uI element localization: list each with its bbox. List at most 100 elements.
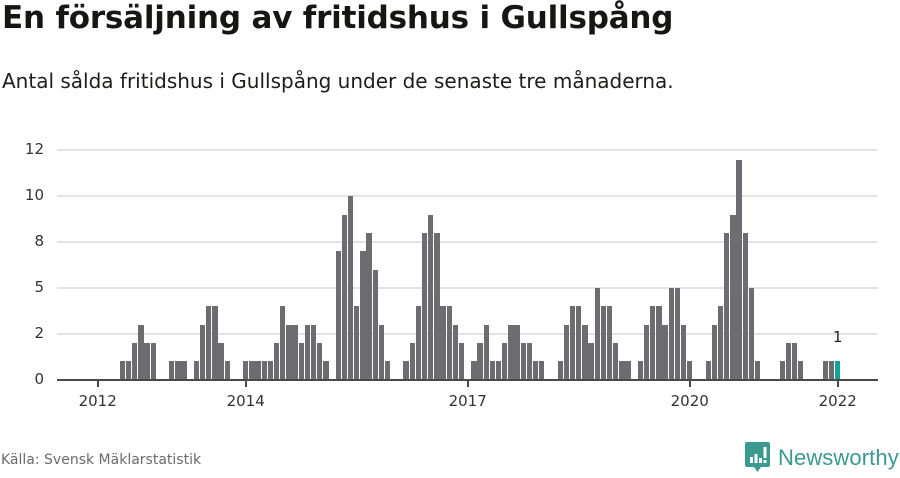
bar-2020-06[interactable] [717, 306, 724, 380]
bar-2016-03[interactable] [403, 361, 409, 380]
bar-2015-09[interactable] [366, 232, 372, 380]
bar-2012-05[interactable] [119, 361, 126, 380]
bar-2017-05[interactable] [489, 361, 496, 380]
bar-2013-03[interactable] [181, 361, 187, 380]
bar-2012-07[interactable] [132, 342, 138, 380]
bar-2019-09[interactable] [662, 324, 668, 380]
bar-2015-12[interactable] [384, 361, 391, 380]
bar-2016-12[interactable] [458, 342, 465, 380]
bar-2014-12[interactable] [310, 324, 317, 380]
bar-2020-09[interactable] [736, 159, 742, 380]
bar-2013-08[interactable] [212, 306, 218, 380]
bar-2013-07[interactable] [206, 306, 212, 380]
y-axis-label: 12 [24, 140, 44, 159]
bar-2014-07[interactable] [280, 306, 286, 380]
bar-2017-12[interactable] [532, 361, 539, 380]
bar-2020-12[interactable] [754, 361, 761, 380]
bar-2018-12[interactable] [606, 306, 613, 380]
bar-2012-09[interactable] [144, 342, 150, 380]
bar-2016-09[interactable] [440, 306, 446, 380]
bar-2017-03[interactable] [477, 342, 483, 380]
bar-2019-03[interactable] [625, 361, 631, 380]
bar-2016-07[interactable] [428, 214, 434, 380]
bar-2017-04[interactable] [483, 324, 489, 380]
bar-2021-04[interactable] [779, 361, 785, 380]
bar-2014-10[interactable] [298, 342, 304, 380]
bar-2020-11[interactable] [748, 287, 755, 380]
bar-2014-09[interactable] [292, 324, 298, 380]
bar-2021-06[interactable] [791, 342, 798, 380]
bar-2017-11[interactable] [526, 342, 533, 380]
bar-2018-08[interactable] [582, 324, 588, 380]
bar-2017-06[interactable] [495, 361, 502, 380]
bar-2014-11[interactable] [304, 324, 311, 380]
bar-2019-10[interactable] [668, 287, 674, 380]
bar-2015-07[interactable] [354, 306, 360, 380]
bar-2018-06[interactable] [569, 306, 576, 380]
brand-logo[interactable]: Newsworthy [744, 441, 899, 474]
bar-2016-04[interactable] [409, 342, 415, 380]
bar-2015-10[interactable] [372, 269, 378, 380]
bar-2018-07[interactable] [576, 306, 582, 380]
bar-2017-08[interactable] [508, 324, 514, 380]
bar-2016-11[interactable] [452, 324, 459, 380]
bar-2018-10[interactable] [594, 287, 600, 380]
bar-2017-09[interactable] [514, 324, 520, 380]
bar-2015-04[interactable] [335, 251, 341, 380]
bar-2014-01[interactable] [243, 361, 249, 380]
bar-2016-05[interactable] [415, 306, 422, 380]
bar-2021-07[interactable] [798, 361, 804, 380]
y-axis-label: 10 [24, 186, 44, 205]
bar-2020-10[interactable] [742, 232, 748, 380]
bar-2018-11[interactable] [600, 306, 607, 380]
bar-2019-01[interactable] [613, 342, 619, 380]
bar-2014-04[interactable] [261, 361, 267, 380]
bar-2014-06[interactable] [273, 342, 280, 380]
bar-2017-07[interactable] [502, 342, 508, 380]
bar-2015-02[interactable] [323, 361, 329, 380]
bar-2013-02[interactable] [175, 361, 181, 380]
bar-2012-08[interactable] [138, 324, 144, 380]
bar-2021-12[interactable] [828, 361, 835, 380]
bar-2021-11[interactable] [822, 361, 829, 380]
bar-2020-08[interactable] [730, 214, 736, 380]
bar-2015-05[interactable] [341, 214, 348, 380]
bar-2022-01[interactable] [835, 361, 841, 380]
bar-2020-01[interactable] [687, 361, 693, 380]
bar-2019-12[interactable] [680, 324, 687, 380]
bar-2018-05[interactable] [563, 324, 570, 380]
bar-2019-07[interactable] [650, 306, 656, 380]
bar-2013-01[interactable] [169, 361, 175, 380]
bar-2016-08[interactable] [434, 232, 440, 380]
bar-2013-05[interactable] [193, 361, 200, 380]
bar-2016-10[interactable] [446, 306, 452, 380]
bar-2015-06[interactable] [347, 196, 354, 380]
bar-2013-10[interactable] [224, 361, 230, 380]
bar-2012-06[interactable] [125, 361, 132, 380]
bar-2020-07[interactable] [724, 232, 730, 380]
bar-2018-01[interactable] [539, 361, 545, 380]
bar-2014-05[interactable] [267, 361, 274, 380]
bar-2019-08[interactable] [656, 306, 662, 380]
bar-2013-09[interactable] [218, 342, 224, 380]
bar-2013-06[interactable] [199, 324, 206, 380]
bar-2014-03[interactable] [255, 361, 261, 380]
bar-2020-05[interactable] [711, 324, 718, 380]
bar-2017-10[interactable] [520, 342, 526, 380]
bar-2021-05[interactable] [785, 342, 792, 380]
bar-2015-11[interactable] [378, 324, 385, 380]
bar-2019-02[interactable] [619, 361, 625, 380]
bar-2018-09[interactable] [588, 342, 594, 380]
bar-2016-06[interactable] [421, 232, 428, 380]
bar-2019-11[interactable] [674, 287, 681, 380]
bar-2015-08[interactable] [360, 251, 366, 380]
bar-2012-10[interactable] [150, 342, 156, 380]
bar-2014-02[interactable] [249, 361, 255, 380]
bar-2019-05[interactable] [637, 361, 644, 380]
bar-2018-04[interactable] [557, 361, 563, 380]
bar-2020-04[interactable] [705, 361, 711, 380]
bar-2015-01[interactable] [317, 342, 323, 380]
bar-2014-08[interactable] [286, 324, 292, 380]
bar-2019-06[interactable] [643, 324, 650, 380]
bar-2017-02[interactable] [471, 361, 477, 380]
